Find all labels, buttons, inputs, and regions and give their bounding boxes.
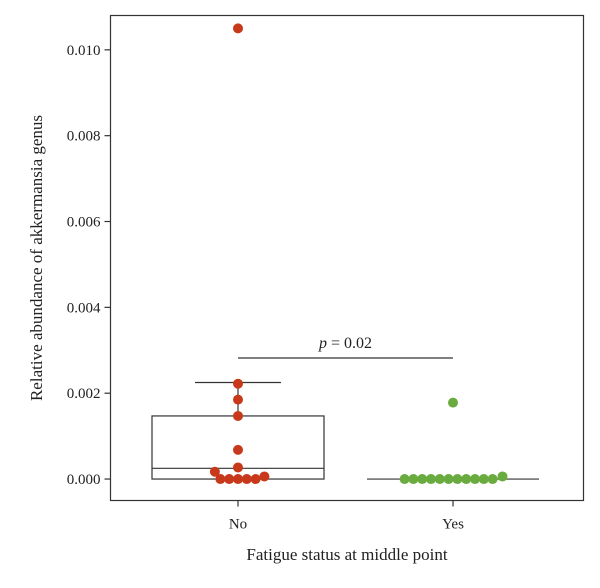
y-tick-label: 0.002: [67, 386, 101, 402]
data-point: [224, 474, 235, 485]
data-point: [233, 410, 243, 421]
plot-frame: [109, 14, 585, 502]
y-axis-label: Relative abundance of akkermansia genus: [27, 115, 46, 401]
data-point: [434, 474, 445, 485]
data-point: [233, 462, 243, 473]
data-points: [209, 23, 508, 485]
data-point: [233, 378, 243, 389]
data-point: [426, 474, 436, 485]
boxes: [151, 381, 539, 480]
data-point: [259, 471, 270, 482]
data-point: [497, 471, 508, 482]
data-point: [470, 474, 480, 485]
data-point: [209, 466, 220, 477]
y-tick-label: 0.010: [67, 43, 101, 59]
data-point: [443, 474, 454, 485]
data-point: [233, 474, 243, 485]
data-point: [241, 474, 252, 485]
significance-annotation: p = 0.02: [238, 335, 453, 359]
x-tick-label: No: [229, 517, 247, 533]
data-point: [233, 23, 243, 34]
data-point: [487, 474, 498, 485]
p-value-label: p = 0.02: [318, 335, 372, 352]
data-point: [233, 444, 243, 455]
y-axis: 0.000 0.002 0.004 0.006 0.008 0.010: [67, 43, 111, 488]
data-point: [233, 394, 243, 405]
data-point: [461, 474, 472, 485]
x-axis-label: Fatigue status at middle point: [246, 545, 447, 564]
y-tick-label: 0.004: [67, 300, 101, 316]
data-point: [215, 474, 226, 485]
x-tick-label: Yes: [442, 517, 464, 533]
y-tick-label: 0.000: [67, 472, 101, 488]
data-point: [478, 474, 489, 485]
y-tick-label: 0.006: [67, 215, 101, 231]
data-point: [417, 474, 428, 485]
data-point: [448, 397, 458, 408]
data-point: [250, 474, 261, 485]
data-point: [399, 474, 410, 485]
x-axis: No Yes: [229, 500, 464, 533]
p-value-text: = 0.02: [327, 335, 372, 352]
data-point: [452, 474, 463, 485]
y-tick-label: 0.008: [67, 129, 101, 145]
data-point: [408, 474, 419, 485]
p-symbol: p: [318, 335, 327, 352]
